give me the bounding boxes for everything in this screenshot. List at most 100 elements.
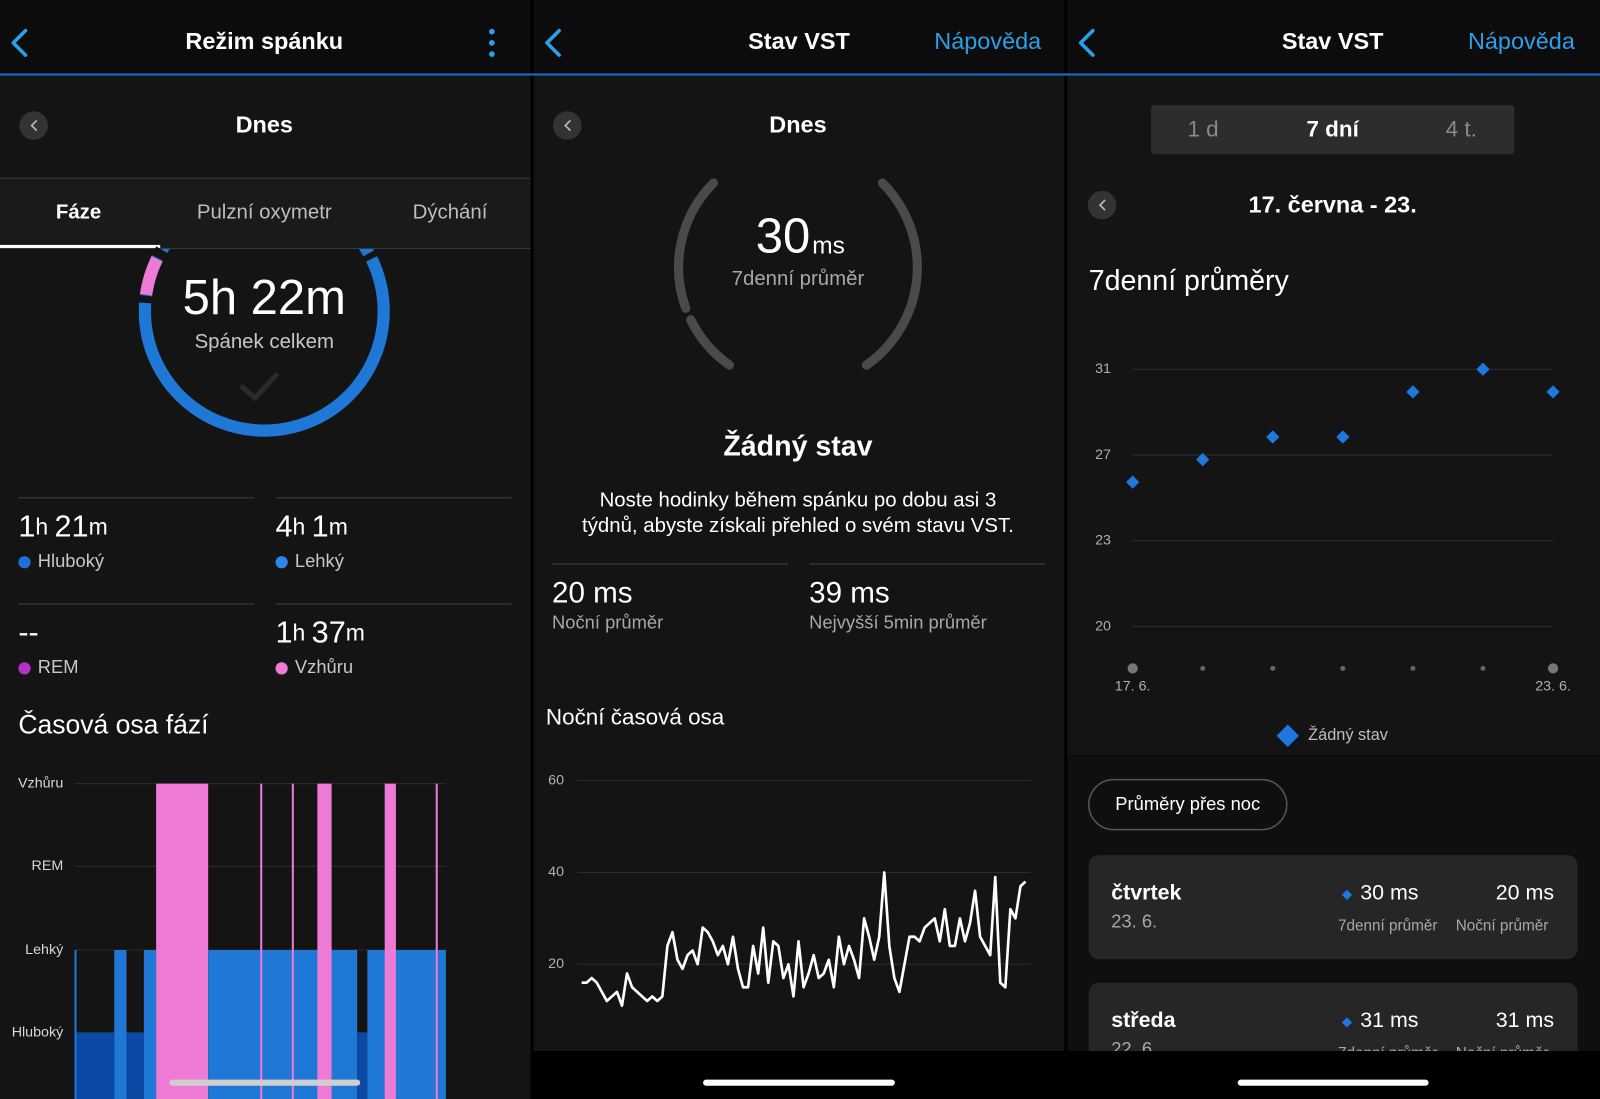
menu-dot (488, 51, 495, 57)
gauge-arc (686, 315, 735, 370)
stage-block (384, 783, 396, 1099)
level-label: Hluboký (12, 1024, 64, 1040)
card-avg: 30 ms (1360, 881, 1418, 905)
card-marker (1341, 1017, 1353, 1028)
card-date: 23. 6. (1111, 910, 1157, 931)
divider (18, 496, 255, 499)
y-tick-label: 20 (548, 956, 564, 972)
stage-block (74, 1032, 115, 1099)
x-tick (1480, 665, 1486, 671)
header-title: Stav VST (1282, 28, 1384, 54)
point (1406, 385, 1420, 399)
prev-button[interactable] (1087, 190, 1117, 220)
prev-button[interactable] (553, 111, 582, 140)
help-link[interactable]: Nápověda (934, 28, 1042, 54)
total-sleep: 5h 22m (183, 271, 346, 325)
stage-block (291, 783, 294, 1099)
section-title: Noční časová osa (546, 704, 725, 729)
y-tick-label: 20 (1095, 618, 1111, 634)
date-label: Dnes (236, 112, 293, 138)
legend-dot (275, 662, 288, 675)
back-button[interactable] (545, 28, 561, 57)
prev-button[interactable] (19, 111, 48, 140)
stat-value: 39 ms (809, 577, 890, 610)
stat-value: -- (18, 616, 38, 650)
header-border (0, 73, 1600, 76)
x-tick (1200, 665, 1206, 671)
y-tick-label: 27 (1095, 447, 1111, 463)
card-day: středa (1111, 1008, 1176, 1032)
segment[interactable]: 7 dní (1306, 117, 1359, 142)
prev-icon (30, 119, 38, 132)
card-clip: středa 22. 6. 31 ms 7denní průměr 31 ms Noční… (1088, 982, 1578, 1087)
legend-label: Žádný stav (1308, 725, 1389, 744)
back-button[interactable] (1078, 28, 1095, 57)
filter-button[interactable] (1088, 778, 1288, 831)
gauge-unit: ms (812, 232, 845, 259)
card-night: 31 ms (1496, 1008, 1554, 1032)
stat-value: 20 ms (552, 577, 633, 610)
stat-label: Hluboký (38, 550, 105, 571)
stat-value: 1h 37m (276, 616, 365, 650)
header (0, 0, 531, 74)
card-avg: 31 ms (1360, 1008, 1418, 1032)
back-button[interactable] (11, 28, 28, 57)
stat-value: 4h 1m (276, 510, 348, 544)
divider (0, 247, 531, 249)
stage-block (143, 950, 157, 1099)
card-night-label: Noční průměr (1456, 1045, 1549, 1062)
day-card[interactable] (1088, 982, 1578, 1087)
stage-block (74, 950, 77, 1099)
x-tick (1410, 665, 1416, 671)
filter-button-label[interactable]: Průměry přes noc (1115, 793, 1260, 814)
description: týdnů, abyste získali přehled o svém sta… (582, 515, 1014, 537)
gauge-arc (861, 178, 922, 370)
panel-bg (1067, 75, 1600, 756)
divider (809, 563, 1045, 565)
ring-awake (139, 256, 163, 296)
card-avg-label: 7denní průměr (1338, 1045, 1438, 1062)
prev-icon (1098, 199, 1106, 211)
x-tick (1340, 665, 1346, 671)
ring-gap (138, 294, 153, 304)
prev-icon (564, 119, 571, 132)
segment[interactable]: 4 t. (1446, 117, 1477, 142)
x-tick-label: 17. 6. (1115, 679, 1151, 695)
home-indicator (703, 1079, 895, 1086)
help-link[interactable]: Nápověda (1468, 28, 1576, 54)
tab[interactable]: Fáze (56, 202, 101, 224)
gauge-arc (674, 178, 719, 313)
stage-block (357, 1032, 368, 1099)
tab[interactable]: Pulzní oxymetr (197, 202, 332, 224)
menu-dot (488, 28, 495, 35)
ring-gap (362, 250, 378, 262)
x-tick-label: 23. 6. (1535, 679, 1571, 695)
divider (552, 563, 788, 565)
stat-label: REM (38, 656, 79, 677)
level-label: Lehký (25, 942, 64, 958)
header (533, 0, 1065, 74)
tab-bar (0, 178, 531, 248)
day-card[interactable] (1088, 855, 1578, 960)
stage-block (317, 783, 332, 1099)
section-title: Časová osa fází (18, 710, 209, 740)
segment[interactable]: 1 d (1187, 117, 1218, 142)
menu-dot (488, 40, 495, 46)
description: Noste hodinky během spánku po dobu asi 3 (600, 489, 997, 511)
segmented-control[interactable] (1151, 105, 1515, 155)
legend-dot (18, 662, 31, 675)
y-tick-label: 40 (548, 864, 564, 880)
x-tick (1547, 663, 1559, 674)
card-date: 22. 6. (1111, 1038, 1157, 1059)
card-day: čtvrtek (1111, 881, 1181, 905)
tab[interactable]: Dýchání (413, 202, 488, 224)
date-range: 17. června - 23. (1249, 191, 1417, 217)
stage-block (156, 783, 209, 1099)
header-title: Režim spánku (185, 28, 343, 54)
level-label: Vzhůru (18, 775, 63, 791)
legend-dot (275, 556, 288, 569)
gauge-label: 7denní průměr (732, 268, 865, 290)
stage-block (435, 783, 438, 1099)
home-indicator (169, 1079, 361, 1086)
